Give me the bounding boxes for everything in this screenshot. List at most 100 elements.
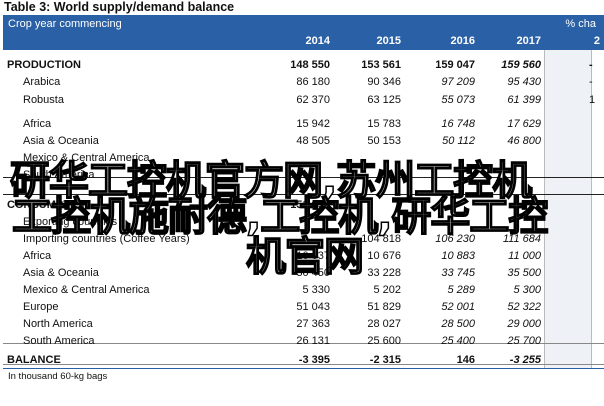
crop-year-label: Crop year commencing: [8, 18, 122, 30]
table-row: Africa 15 942 15 783 16 748 17 629: [3, 116, 604, 133]
cell-value: 52 001: [441, 301, 475, 313]
cell-value: 151 954: [290, 199, 330, 211]
table-row: North America 27 363 28 027 28 500 29 000: [3, 316, 604, 333]
cell-value: 159 560: [501, 59, 541, 71]
year-2015: 2015: [376, 35, 401, 47]
pct-change-label: % cha: [565, 18, 596, 30]
cell-value: 28 500: [441, 318, 475, 330]
cell-value: 146: [456, 354, 475, 366]
cell-value: 33 228: [367, 267, 401, 279]
cell-value: 97 209: [441, 76, 475, 88]
section-rule: [3, 194, 604, 195]
row-label: Europe: [23, 301, 59, 313]
cell-value: 25 700: [507, 335, 541, 347]
cell-value: 17 629: [507, 118, 541, 130]
table-row: Robusta 62 370 63 125 55 073 61 399 1: [3, 92, 604, 109]
table-row: Exporting countries: [3, 214, 604, 231]
row-label: PRODUCTION: [7, 59, 81, 71]
column-divider: [591, 50, 592, 368]
cell-value: 28 027: [367, 318, 401, 330]
row-label: Mexico & Central America: [23, 152, 150, 164]
column-divider: [544, 50, 545, 368]
cell-value: -3 255: [509, 354, 541, 366]
cell-value: 10 883: [441, 250, 475, 262]
section-rule: [3, 177, 604, 178]
table-row: Importing countries (Coffee Years) 104 81…: [3, 231, 604, 248]
table-row: Mexico & Central America 5 330 5 202 5 289 5…: [3, 282, 604, 299]
table-title: Table 3: World supply/demand balance: [4, 0, 235, 14]
table-row: CONSUMPTION 151 954: [3, 197, 604, 214]
cell-value: 95 430: [507, 76, 541, 88]
cell-value: 51 829: [367, 301, 401, 313]
cell-value: 90 346: [367, 76, 401, 88]
row-label: Africa: [23, 118, 52, 130]
row-label: South America: [23, 335, 95, 347]
row-label: North America: [23, 318, 93, 330]
section-rule: [3, 343, 604, 344]
watermark-line-2: 工控机施耐德,工控机,研华工控: [11, 193, 549, 241]
cell-value: 159 047: [435, 59, 475, 71]
cell-value: 25 600: [367, 335, 401, 347]
cell-value: 46 800: [507, 135, 541, 147]
watermark-line-3: 机官网: [245, 233, 365, 281]
cell-value: 153 561: [361, 59, 401, 71]
crop-year-header: Crop year commencing % cha: [3, 15, 604, 33]
table-row: PRODUCTION 148 550 153 561 159 047 159 560 -: [3, 57, 604, 74]
table-row: Asia & Oceania 48 505 50 153 50 112 46 800: [3, 133, 604, 150]
row-label: Asia & Oceania: [23, 135, 99, 147]
table-row: Asia & Oceania 30 450 33 228 33 745 35 500: [3, 265, 604, 282]
row-label: Importing countries (Coffee Years): [23, 233, 190, 245]
cell-value: 55 073: [441, 94, 475, 106]
cell-value: -2 315: [369, 354, 401, 366]
table-row: Africa 10 637 10 676 10 883 11 000: [3, 248, 604, 265]
cell-value: 148 550: [290, 59, 330, 71]
cell-value: 5 330: [302, 284, 330, 296]
table-row: Europe 51 043 51 829 52 001 52 322: [3, 299, 604, 316]
year-2016: 2016: [450, 35, 475, 47]
cell-value: 10 637: [296, 250, 330, 262]
cell-value: 26 131: [296, 335, 330, 347]
highlight-column: [545, 50, 591, 368]
row-label: BALANCE: [7, 354, 61, 366]
cell-value-truncated: 1: [589, 94, 596, 106]
cell-value: 104 818: [361, 233, 401, 245]
row-label: Arabica: [23, 76, 61, 88]
cell-value: 35 500: [507, 267, 541, 279]
cell-value: 61 399: [507, 94, 541, 106]
cell-value: 48 505: [296, 135, 330, 147]
cell-value: 30 450: [296, 267, 330, 279]
cell-value: 5 300: [513, 284, 541, 296]
cell-value: 5 202: [373, 284, 401, 296]
table-row: BALANCE -3 395 -2 315 146 -3 255: [3, 352, 604, 369]
cell-value: 25 400: [441, 335, 475, 347]
table-row: Arabica 86 180 90 346 97 209 95 430 -: [3, 74, 604, 91]
row-label: Africa: [23, 250, 52, 262]
cell-value: 52 322: [507, 301, 541, 313]
row-label: Exporting countries: [23, 216, 118, 228]
section-rule: [3, 364, 604, 365]
cell-value: 86 180: [296, 76, 330, 88]
cell-value: 63 125: [367, 94, 401, 106]
row-label: CONSUMPTION: [7, 199, 90, 211]
row-label: Robusta: [23, 94, 64, 106]
cell-value: 15 783: [367, 118, 401, 130]
cell-value-truncated: -: [589, 76, 593, 88]
cell-value: 15 942: [296, 118, 330, 130]
footnote: In thousand 60-kg bags: [8, 371, 108, 382]
year-header-row: 2014 2015 2016 2017 2: [3, 33, 604, 50]
cell-value: 11 000: [508, 250, 541, 262]
watermark-line-1: 研华工控机官方网,苏州工控机: [9, 157, 533, 205]
cell-value: 106 230: [435, 233, 475, 245]
data-table: Crop year commencing % cha 2014 2015 201…: [3, 15, 604, 384]
cell-value: 50 153: [367, 135, 401, 147]
cell-value: 16 748: [441, 118, 475, 130]
footer-rule: [3, 368, 604, 369]
table-row: Mexico & Central America: [3, 150, 604, 167]
row-label: Mexico & Central America: [23, 284, 150, 296]
cell-value: 10 676: [367, 250, 401, 262]
cell-value: 111 684: [502, 233, 541, 245]
cell-value: 51 043: [296, 301, 330, 313]
table-row: South America 26 131 25 600 25 400 25 700: [3, 333, 604, 350]
year-2017: 2017: [516, 35, 541, 47]
cell-value: 5 289: [447, 284, 475, 296]
